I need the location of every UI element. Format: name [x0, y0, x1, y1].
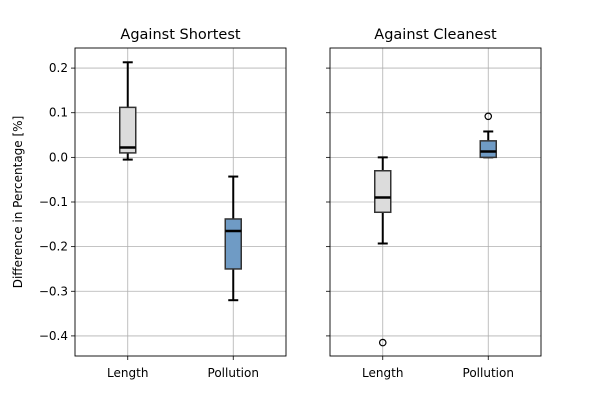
y-tick-label: −0.1 [39, 195, 68, 209]
box-iqr [479, 140, 497, 159]
y-axis-label: Difference in Percentage [%] [11, 116, 25, 289]
outlier-point [378, 338, 387, 347]
box-iqr [224, 218, 242, 270]
y-tick-label: −0.3 [39, 284, 68, 298]
axes-frame [74, 47, 287, 357]
outlier-point [484, 112, 493, 121]
panel-title: Against Cleanest [374, 27, 497, 43]
x-tick-label: Pollution [208, 366, 259, 380]
box-plot-length [119, 61, 137, 161]
right-panel-against-cleanest: Length Pollution Against Cleanest [326, 27, 542, 380]
axes-frame [329, 47, 542, 357]
box-plot-length [374, 156, 392, 347]
y-tick-label: −0.4 [39, 329, 68, 343]
y-tick-label: 0.1 [49, 106, 68, 120]
y-tick-label: 0.2 [49, 61, 68, 75]
x-tick-label: Length [362, 366, 403, 380]
left-panel-against-shortest: −0.4 −0.3 −0.2 −0.1 0.0 0.1 0.2 Length Pollution… [39, 27, 287, 380]
box-plot-pollution [479, 112, 497, 159]
box-iqr [374, 170, 392, 214]
y-tick-label: 0.0 [49, 150, 68, 164]
x-tick-label: Length [107, 366, 148, 380]
x-tick-label: Pollution [463, 366, 514, 380]
box-iqr [119, 106, 137, 154]
y-tick-label: −0.2 [39, 240, 68, 254]
box-plot-pollution [224, 175, 242, 302]
panel-title: Against Shortest [120, 27, 240, 43]
